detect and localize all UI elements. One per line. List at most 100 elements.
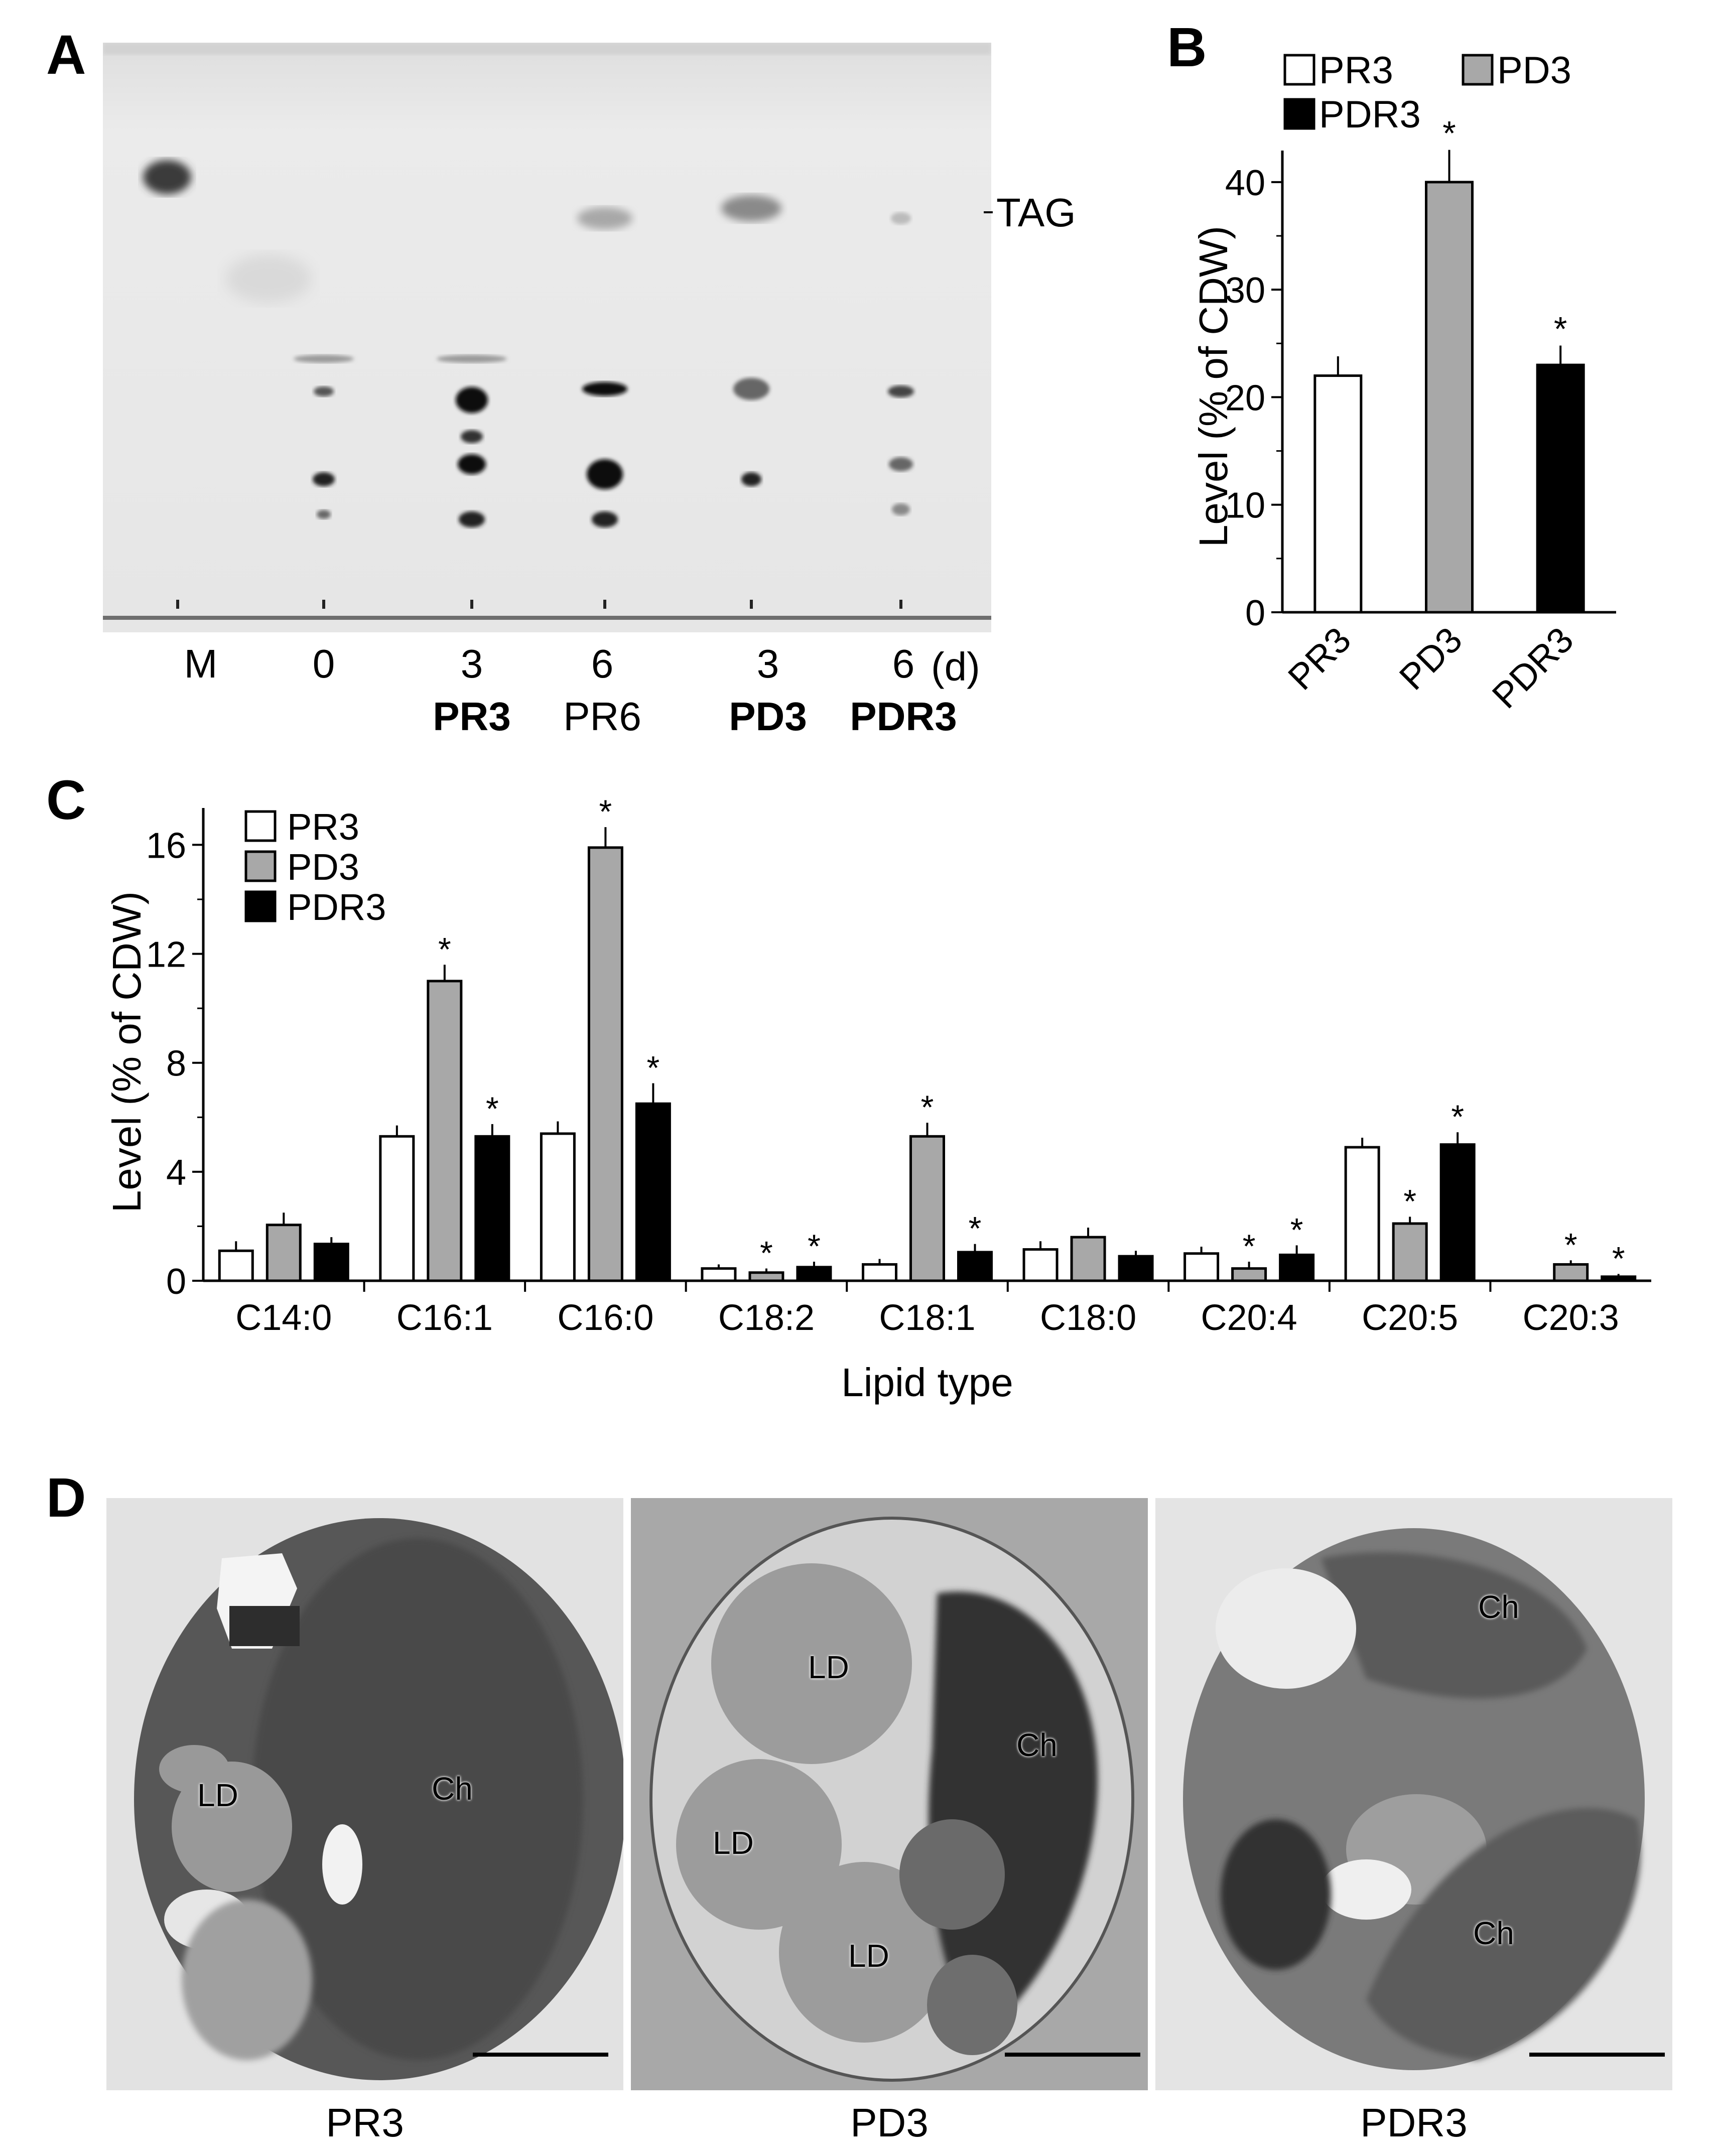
bar-pdr3 [1536, 363, 1585, 614]
micro-label-ch1-pdr3: Ch [1478, 1589, 1519, 1625]
bar-pd3 [1553, 1263, 1589, 1282]
legend-swatch-pr3 [1283, 54, 1315, 86]
y-tick-label: 4 [166, 1153, 186, 1193]
lane-name-pdr3: PDR3 [850, 694, 957, 739]
x-tick-label: C14:0 [235, 1298, 332, 1338]
micro-label-ch-pd3: Ch [1016, 1727, 1058, 1763]
lane-day-3-pd3: 3 [756, 641, 779, 686]
significance-star: * [486, 1090, 499, 1127]
bar-pd3 [1231, 1267, 1267, 1282]
micro-caption-pdr3: PDR3 [1360, 2100, 1468, 2145]
legend-swatch-pd3 [1462, 54, 1494, 86]
bar-pr3 [1183, 1252, 1220, 1282]
bar-pd3 [909, 1135, 945, 1282]
bar-pd3 [1070, 1236, 1106, 1282]
bar-pr3 [701, 1267, 737, 1282]
y-axis-label: Level (% of CDW) [104, 891, 149, 1212]
y-tick-label: 30 [1225, 271, 1265, 311]
panel-letter-c: C [46, 769, 86, 831]
lane-name-pr6: PR6 [563, 694, 641, 739]
significance-star: * [1451, 1098, 1464, 1135]
lane-name-pd3: PD3 [729, 694, 807, 739]
tag-marker-line [984, 211, 993, 213]
bar-pr3 [540, 1132, 576, 1282]
x-tick-label: C18:0 [1040, 1298, 1136, 1338]
bar-pd3 [266, 1224, 302, 1282]
y-tick-label: 40 [1225, 163, 1265, 203]
y-tick-label: 10 [1225, 486, 1265, 526]
panel-letter-b: B [1167, 17, 1207, 78]
micro-caption-pr3: PR3 [326, 2100, 404, 2145]
legend-label-pd3: PD3 [287, 846, 359, 888]
bar-pd3 [748, 1271, 784, 1282]
significance-star: * [1290, 1211, 1303, 1248]
lane-day-3-pr3: 3 [460, 641, 483, 686]
legend-label-pd3: PD3 [1497, 50, 1571, 92]
significance-star: * [1612, 1240, 1625, 1277]
significance-star: * [808, 1228, 821, 1265]
x-tick-label: C18:1 [879, 1298, 975, 1338]
x-tick-label: C20:3 [1523, 1298, 1619, 1338]
micro-label-ld-pr3: LD [197, 1777, 238, 1813]
x-tick-label: PR3 [1281, 620, 1359, 698]
x-tick-label: C20:4 [1201, 1298, 1297, 1338]
y-tick-label: 20 [1225, 378, 1265, 418]
micro-label-ch2-pdr3: Ch [1473, 1915, 1514, 1951]
legend-label-pr3: PR3 [287, 806, 359, 848]
legend-swatch-pr3 [244, 810, 277, 842]
micrograph-pd3 [631, 1498, 1148, 2090]
micro-label-ld3-pd3: LD [848, 1938, 889, 1974]
y-tick-label: 8 [166, 1044, 186, 1084]
significance-star: * [599, 793, 612, 830]
bar-pdr3 [957, 1251, 993, 1282]
legend-swatch-pd3 [244, 850, 277, 882]
bar-pdr3 [796, 1266, 832, 1282]
bar-pd3 [1425, 181, 1474, 614]
bar-pr3 [1022, 1248, 1059, 1282]
bar-pdr3 [1601, 1275, 1637, 1282]
x-tick-label: C18:2 [718, 1298, 815, 1338]
x-tick-label: PD3 [1392, 620, 1470, 698]
x-tick-label: C16:1 [397, 1298, 493, 1338]
tlc-plate-image [103, 43, 991, 632]
bar-pr3 [1344, 1146, 1380, 1282]
bar-pr3 [1313, 374, 1363, 614]
bar-pdr3 [635, 1102, 671, 1282]
significance-star: * [1442, 114, 1456, 153]
bar-pdr3 [474, 1135, 510, 1282]
legend-label-pdr3: PDR3 [1319, 93, 1421, 136]
micro-label-ld2-pd3: LD [713, 1825, 754, 1861]
y-tick-label: 0 [166, 1262, 186, 1302]
micro-caption-pd3: PD3 [850, 2100, 929, 2145]
legend-label-pdr3: PDR3 [287, 886, 386, 928]
tag-label: TAG [996, 190, 1076, 235]
micrograph-pdr3 [1155, 1498, 1672, 2090]
lane-day-6-pdr3: 6 [892, 641, 915, 686]
lane-day-0: 0 [312, 641, 335, 686]
bar-pd3 [587, 846, 623, 1282]
legend-swatch-pdr3 [244, 890, 277, 922]
significance-star: * [969, 1210, 982, 1247]
panel-letter-a: A [46, 24, 86, 86]
legend-label-pr3: PR3 [1319, 50, 1393, 92]
bar-pdr3 [1118, 1255, 1154, 1282]
bar-pd3 [1392, 1222, 1428, 1282]
x-axis-label: Lipid type [841, 1360, 1013, 1405]
significance-star: * [647, 1049, 660, 1086]
y-tick-label: 0 [1245, 593, 1265, 633]
bar-pd3 [427, 980, 463, 1282]
bar-pdr3 [1439, 1143, 1476, 1282]
significance-star: * [1554, 310, 1567, 348]
lane-day-6-pr6: 6 [591, 641, 614, 686]
micrograph-pr3 [106, 1498, 623, 2090]
significance-star: * [438, 930, 451, 968]
micro-label-ld1-pd3: LD [808, 1649, 849, 1685]
bar-pdr3 [1279, 1253, 1315, 1282]
significance-star: * [1403, 1182, 1416, 1220]
x-tick-label: PDR3 [1485, 620, 1581, 716]
significance-star: * [760, 1235, 773, 1272]
y-tick-label: 12 [146, 935, 186, 975]
bar-pdr3 [313, 1243, 349, 1282]
bar-pr3 [218, 1249, 254, 1282]
micro-label-ch-pr3: Ch [432, 1771, 473, 1807]
